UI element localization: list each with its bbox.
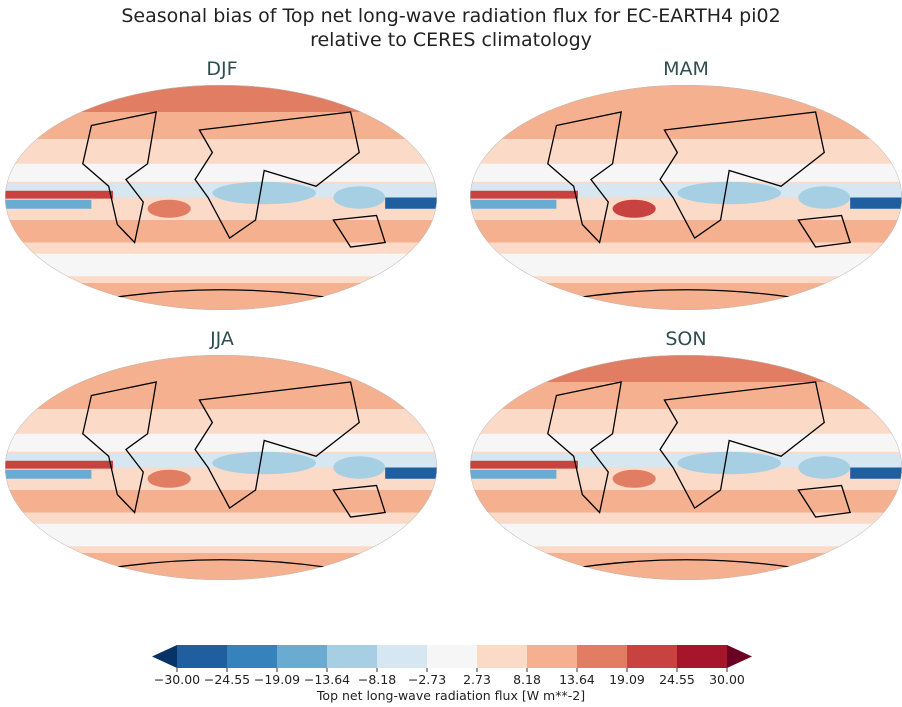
colorbar-tick-label: −19.09 bbox=[253, 672, 301, 687]
colorbar-label: Top net long-wave radiation flux [W m**-… bbox=[316, 688, 586, 703]
colorbar-segment bbox=[277, 645, 328, 668]
colorbar-tick-label: −30.00 bbox=[153, 672, 201, 687]
colorbar-segment bbox=[477, 645, 528, 668]
americas-coastline bbox=[547, 111, 622, 244]
colorbar-tick-label: −24.55 bbox=[203, 672, 251, 687]
colorbar-extend-low bbox=[152, 645, 177, 668]
colorbar-segment bbox=[577, 645, 628, 668]
panel-title-mam: MAM bbox=[663, 58, 709, 80]
antarctica-coastline bbox=[91, 289, 351, 302]
colorbar-tick-label: 2.73 bbox=[463, 672, 491, 687]
colorbar-extend-high bbox=[727, 645, 752, 668]
map-panel-djf bbox=[5, 85, 437, 310]
americas-coastline bbox=[82, 111, 157, 244]
americas-coastline bbox=[547, 381, 622, 514]
colorbar-tick-label: 24.55 bbox=[659, 672, 695, 687]
colorbar-segment bbox=[427, 645, 478, 668]
colorbar-tick-label: 30.00 bbox=[709, 672, 745, 687]
afro-eurasia-coastline bbox=[659, 111, 825, 239]
colorbar-tick-label: −8.18 bbox=[357, 672, 397, 687]
panel-title-djf: DJF bbox=[206, 58, 238, 80]
antarctica-coastline bbox=[556, 559, 816, 572]
antarctica-coastline bbox=[91, 559, 351, 572]
colorbar-tick-label: 13.64 bbox=[559, 672, 595, 687]
australia-coastline bbox=[797, 484, 852, 518]
colorbar-tick-label: 8.18 bbox=[513, 672, 541, 687]
afro-eurasia-coastline bbox=[659, 381, 825, 509]
australia-coastline bbox=[797, 214, 852, 248]
colorbar-segment bbox=[227, 645, 278, 668]
antarctica-coastline bbox=[556, 289, 816, 302]
colorbar-tick-label: −13.64 bbox=[303, 672, 351, 687]
afro-eurasia-coastline bbox=[194, 111, 360, 239]
map-panel-mam bbox=[470, 85, 902, 310]
title-line-2: relative to CERES climatology bbox=[310, 29, 592, 51]
map-panel-jja bbox=[5, 355, 437, 580]
colorbar bbox=[152, 645, 752, 672]
colorbar-segment bbox=[177, 645, 228, 668]
afro-eurasia-coastline bbox=[194, 381, 360, 509]
americas-coastline bbox=[82, 381, 157, 514]
colorbar-segment bbox=[527, 645, 578, 668]
australia-coastline bbox=[332, 214, 387, 248]
colorbar-tick-label: 19.09 bbox=[609, 672, 645, 687]
colorbar-segment bbox=[677, 645, 728, 668]
colorbar-segment bbox=[627, 645, 678, 668]
colorbar-tick-label: −2.73 bbox=[407, 672, 447, 687]
panel-title-son: SON bbox=[665, 328, 707, 350]
colorbar-segment bbox=[327, 645, 378, 668]
australia-coastline bbox=[332, 484, 387, 518]
colorbar-segment bbox=[377, 645, 428, 668]
figure-title: Seasonal bias of Top net long-wave radia… bbox=[0, 4, 902, 52]
map-panel-son bbox=[470, 355, 902, 580]
title-line-1: Seasonal bias of Top net long-wave radia… bbox=[121, 5, 781, 27]
panel-title-jja: JJA bbox=[210, 328, 234, 350]
